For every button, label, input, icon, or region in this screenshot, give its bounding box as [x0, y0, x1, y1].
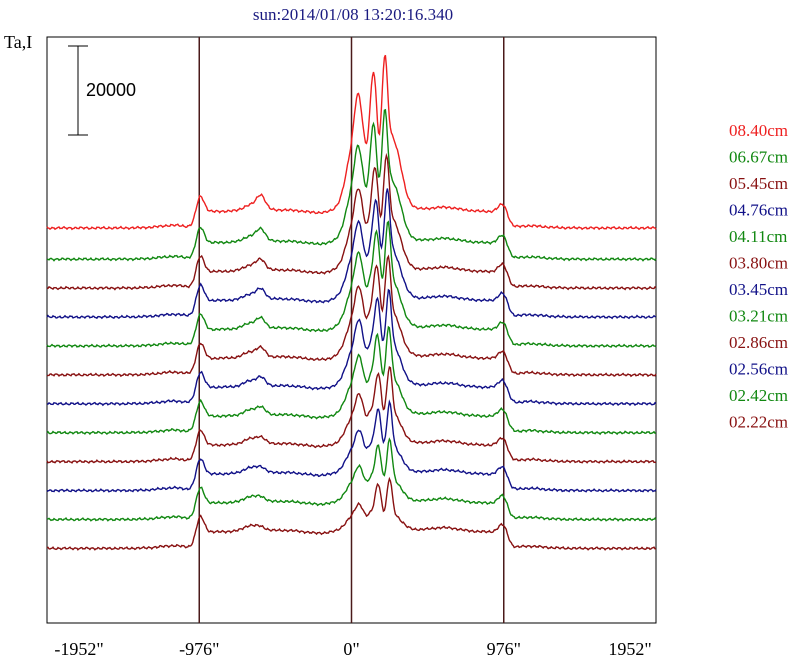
series-line [46, 220, 657, 349]
scale-bar-label: 20000 [86, 80, 136, 100]
legend-entry: 02.86cm [729, 333, 788, 352]
x-tick-label: 976" [487, 639, 521, 659]
scale-bar: 20000 [68, 45, 136, 136]
chart-title: sun:2014/01/08 13:20:16.340 [253, 5, 453, 24]
x-tick-label: 0" [343, 639, 359, 659]
y-axis-label: Ta,I [4, 32, 32, 52]
x-tick-labels: -1952" -976" 0" 976" 1952" [54, 639, 651, 659]
series-line [46, 325, 656, 436]
series-line [46, 365, 657, 464]
vertical-markers [198, 37, 505, 623]
legend: 08.40cm 06.67cm 05.45cm 04.76cm 04.11cm 03.80… [729, 121, 788, 432]
series-line [46, 399, 657, 493]
x-tick-label: -1952" [54, 639, 103, 659]
x-tick-label: -976" [179, 639, 219, 659]
legend-entry: 04.76cm [729, 201, 788, 220]
legend-entry: 08.40cm [729, 121, 788, 140]
series-line [46, 254, 657, 378]
legend-entry: 05.45cm [729, 174, 788, 193]
legend-entry: 03.21cm [729, 307, 788, 326]
series-line [46, 476, 657, 551]
series-line [46, 54, 657, 231]
series-line [46, 108, 657, 262]
series-line [46, 152, 657, 291]
legend-entry: 04.11cm [729, 227, 787, 246]
series-line [46, 288, 657, 407]
x-tick-label: 1952" [608, 639, 651, 659]
legend-entry: 02.22cm [729, 413, 788, 432]
legend-entry: 03.80cm [729, 254, 788, 273]
legend-entry: 02.42cm [729, 386, 788, 405]
legend-entry: 02.56cm [729, 360, 788, 379]
traces [46, 54, 657, 551]
series-line [46, 188, 657, 320]
legend-entry: 03.45cm [729, 280, 788, 299]
legend-entry: 06.67cm [729, 148, 788, 167]
series-line [46, 437, 657, 522]
